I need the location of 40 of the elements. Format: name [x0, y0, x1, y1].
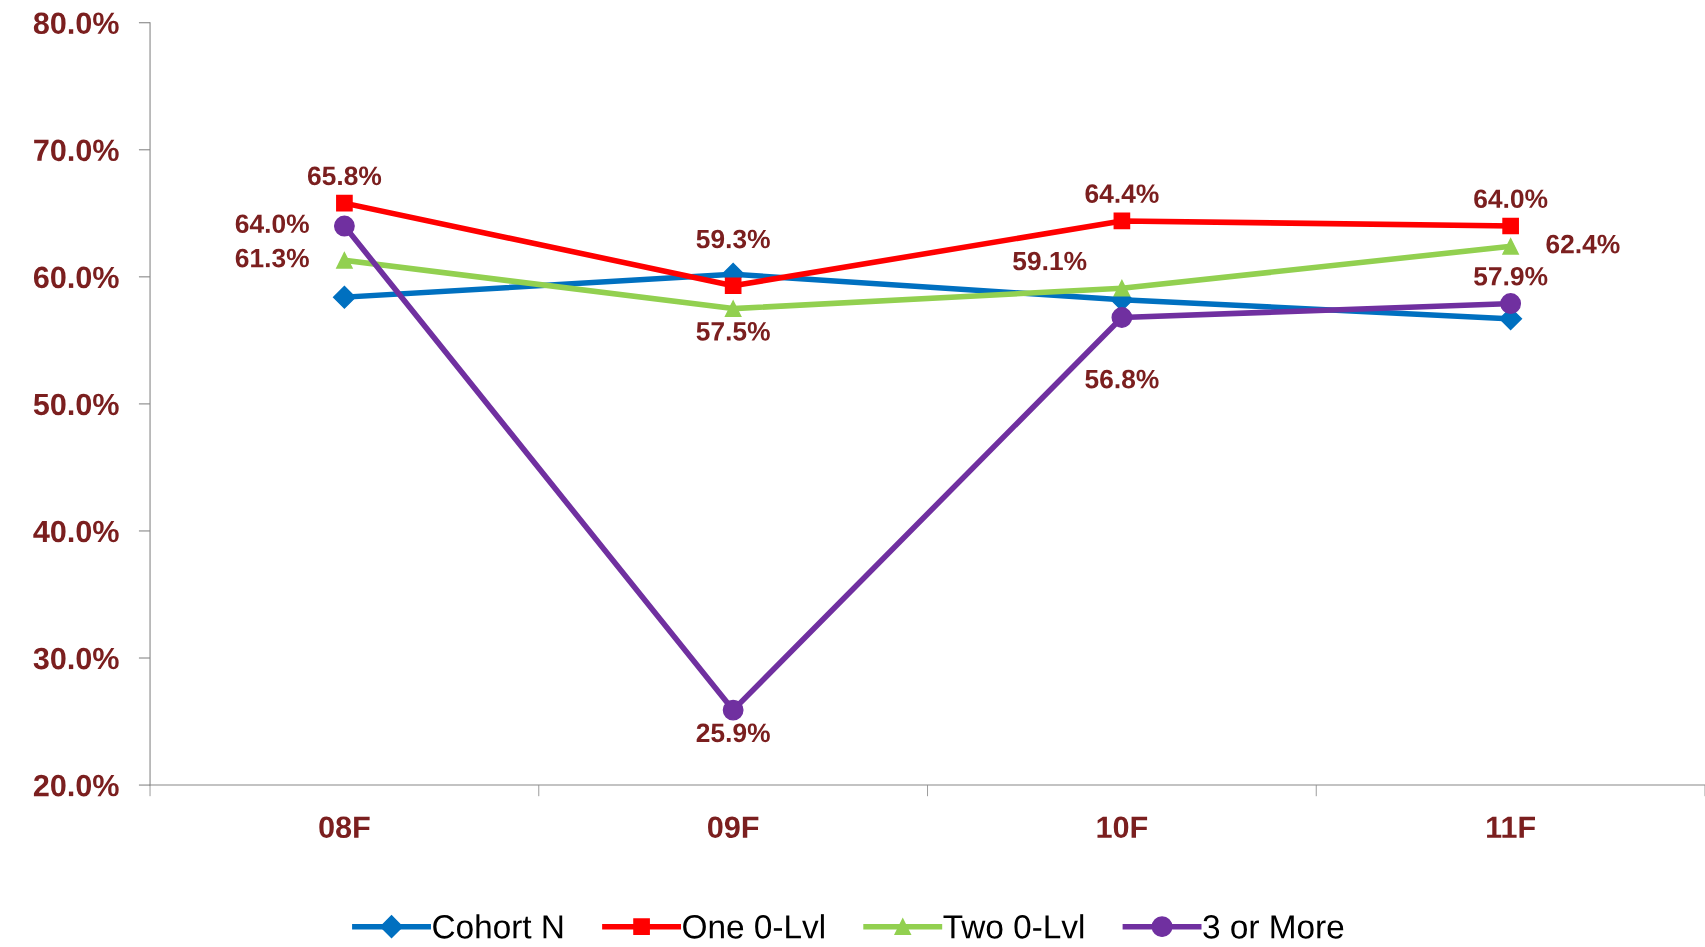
data-label: 57.9%: [1474, 266, 1548, 286]
point: [336, 251, 353, 269]
data-label: 61.3%: [235, 248, 309, 268]
point: [332, 285, 356, 309]
y-tick-label: 30.0%: [33, 647, 119, 670]
legend-label: Cohort N: [433, 914, 563, 939]
x-tick-label: 10F: [1097, 816, 1148, 839]
point: [724, 277, 742, 295]
y-tick-label: 20.0%: [33, 774, 119, 797]
data-label: 64.4%: [1085, 184, 1159, 204]
point: [1502, 238, 1519, 255]
x-tick-label: 11F: [1487, 816, 1535, 838]
legend-label: Two 0-Lvl: [943, 914, 1084, 939]
y-tick-label: 40.0%: [33, 520, 119, 543]
point: [336, 194, 353, 212]
data-label: 62.4%: [1546, 234, 1620, 254]
x-tick-label: 09F: [708, 816, 759, 839]
point: [333, 215, 355, 237]
data-label: 59.3%: [696, 229, 770, 249]
data-label: 25.9%: [696, 723, 770, 743]
point: [1113, 279, 1131, 297]
point: [1502, 217, 1519, 235]
data-label: 65.8%: [307, 166, 382, 186]
y-tick-label: 80.0%: [33, 12, 119, 35]
legend-label: One 0-Lvl: [683, 914, 824, 939]
data-label: 56.8%: [1085, 369, 1159, 389]
data-label: 64.0%: [235, 214, 309, 234]
data-label: 59.1%: [1013, 251, 1087, 271]
y-tick-label: 50.0%: [33, 393, 119, 416]
point: [724, 300, 742, 317]
x-tick-label: 08F: [319, 816, 370, 839]
point: [1111, 307, 1133, 328]
data-label: 64.0%: [1474, 189, 1548, 209]
y-tick-label: 70.0%: [34, 139, 119, 162]
y-tick-label: 60.0%: [33, 266, 119, 289]
point: [1500, 293, 1522, 314]
point: [722, 699, 744, 721]
point: [1113, 212, 1131, 230]
legend-label: 3 or More: [1203, 915, 1344, 939]
data-label: 57.5%: [696, 322, 770, 341]
